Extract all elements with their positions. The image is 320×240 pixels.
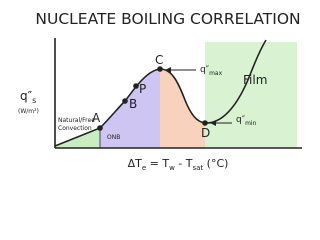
- point-a: [97, 125, 103, 131]
- title: NUCLEATE BOILING CORRELATION: [35, 10, 300, 28]
- x-label: ΔTe = Tw - Tsat (°C): [128, 157, 229, 172]
- text-part: w: [169, 164, 175, 172]
- text-part: q″: [236, 115, 246, 125]
- text-part: q″: [200, 65, 210, 75]
- text-part: sat: [192, 164, 203, 172]
- text-part: max: [209, 70, 223, 77]
- onb-label: ONB: [107, 134, 120, 141]
- text-part: q″: [20, 89, 33, 103]
- natural-label: Natural/Free: [58, 117, 95, 124]
- point-p: [133, 83, 139, 89]
- label-d: D: [201, 126, 210, 140]
- point-d: [202, 120, 208, 126]
- text-part: s: [32, 96, 36, 105]
- point-c: [157, 66, 163, 72]
- label-c: C: [155, 53, 163, 67]
- qmax-label: q″max: [200, 65, 223, 77]
- film-region: [205, 42, 297, 148]
- transition-region: [160, 69, 205, 148]
- qmin-label: q″min: [236, 115, 257, 127]
- text-part: e: [142, 164, 146, 172]
- natural-label: Convection: [58, 125, 92, 132]
- text-part: ΔT: [128, 157, 143, 170]
- nucleate-region: [100, 69, 160, 148]
- text-part: - T: [175, 157, 193, 170]
- label-p: P: [139, 82, 146, 96]
- film-label: Film: [243, 73, 267, 87]
- text-part: = T: [146, 157, 169, 170]
- boiling-diagram: NUCLEATE BOILING CORRELATION A B P C D q…: [18, 10, 302, 172]
- y-label: q″s: [20, 89, 36, 105]
- label-b: B: [129, 97, 137, 111]
- text-part: min: [245, 120, 257, 127]
- point-b: [122, 98, 128, 104]
- text-part: (°C): [203, 157, 228, 170]
- label-a: A: [92, 111, 101, 125]
- y-unit: (W/m²): [18, 108, 39, 115]
